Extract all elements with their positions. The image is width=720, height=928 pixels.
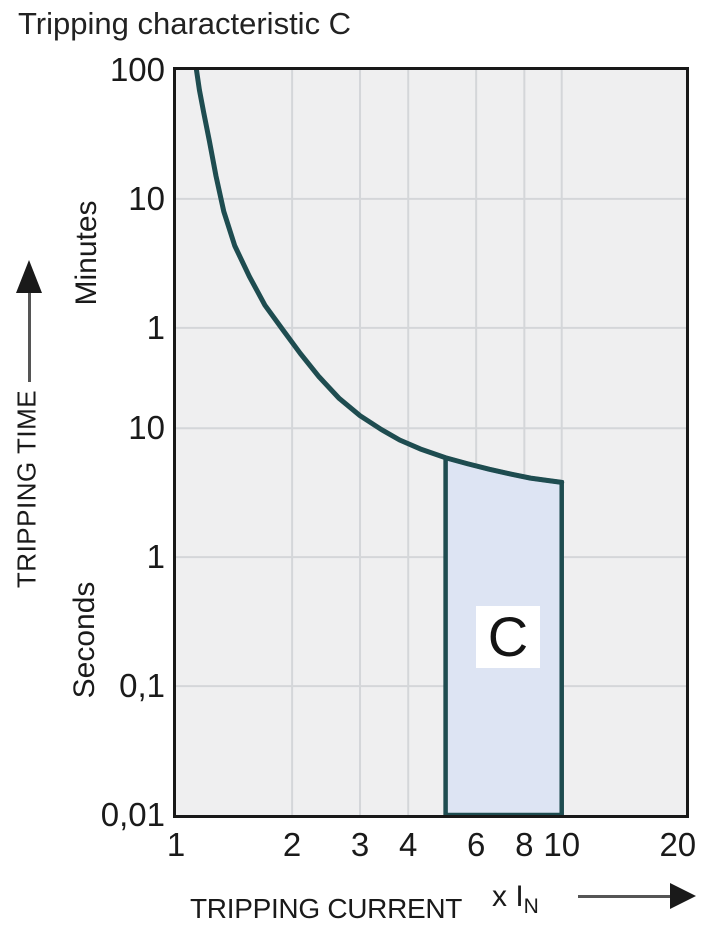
- region-label-box: C: [476, 606, 540, 668]
- x-axis-multiplier-base: x I: [492, 880, 524, 913]
- x-tick-label: 6: [466, 826, 486, 863]
- y-tick-label: 100: [109, 50, 165, 88]
- x-tick-label: 4: [399, 826, 418, 863]
- arrow-up-head: [16, 260, 42, 293]
- tripping-curve: [193, 70, 565, 485]
- plot-background: [176, 70, 686, 815]
- arrow-right-shaft: [578, 895, 671, 898]
- arrow-right-head: [670, 883, 696, 909]
- x-axis-multiplier-subscript: N: [523, 895, 539, 918]
- x-tick-label: 8: [515, 826, 534, 863]
- y-tick-label: 1: [146, 537, 165, 575]
- x-tick-label: 10: [543, 826, 581, 863]
- x-axis-tick-labels: 1 2 3 4 6 8 10 20: [167, 826, 696, 868]
- y-tick-label: 1: [146, 308, 165, 346]
- x-tick-label: 20: [659, 826, 697, 863]
- x-axis-title: TRIPPING CURRENT: [190, 893, 463, 924]
- x-tick-label: 3: [350, 826, 370, 863]
- arrow-up-icon: [16, 260, 42, 384]
- arrow-right-icon: [578, 883, 696, 909]
- chart-canvas: [176, 70, 686, 815]
- region-label: C: [487, 605, 529, 668]
- y-tick-label: 0,1: [119, 666, 165, 704]
- y-tick-label: 0,01: [100, 795, 165, 833]
- y-axis-tick-labels: 100 10 1 10 1 0,1 0,01: [0, 53, 165, 831]
- y-tick-label: 10: [128, 179, 165, 217]
- y-tick-label: 10: [128, 409, 165, 447]
- plot-area: [173, 67, 689, 818]
- arrow-up-shaft: [28, 290, 31, 382]
- x-tick-label: 2: [282, 826, 302, 863]
- figure-title: Tripping characteristic C: [18, 6, 352, 41]
- x-axis-multiplier: x IN: [492, 880, 539, 919]
- x-tick-label: 1: [166, 826, 186, 863]
